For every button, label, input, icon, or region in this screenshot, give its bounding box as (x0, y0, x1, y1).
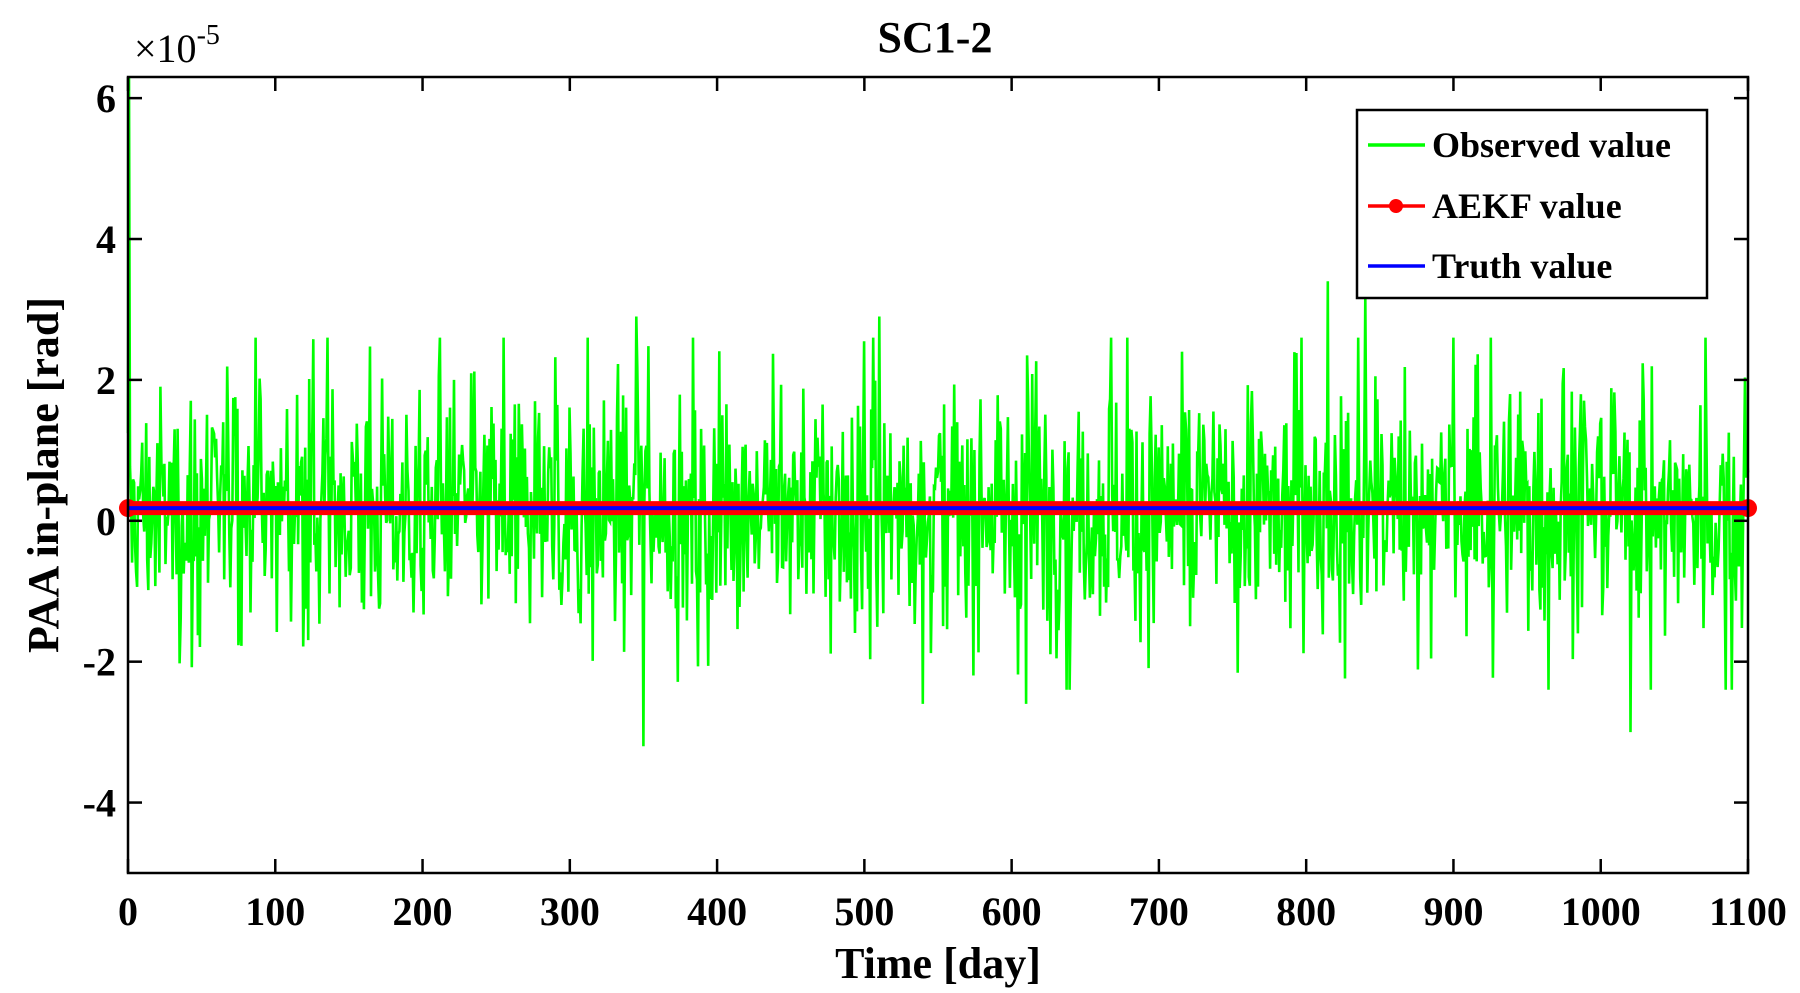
y-tick-label: -2 (83, 640, 116, 685)
x-tick-label: 700 (1129, 889, 1189, 934)
x-tick-label: 900 (1423, 889, 1483, 934)
y-exponent: ×10-5 (134, 20, 220, 71)
x-tick-label: 0 (118, 889, 138, 934)
legend-label-observed: Observed value (1432, 125, 1671, 165)
legend: Observed value AEKF value Truth value (1355, 108, 1709, 300)
x-axis: 0 100 200 300 400 500 600 700 800 900 1000 1100 (118, 77, 1787, 934)
observed-value-line (126, 76, 1750, 747)
y-tick-label: -4 (83, 781, 116, 826)
y-tick-label: 0 (96, 499, 116, 544)
x-tick-label: 1100 (1709, 889, 1787, 934)
x-tick-label: 400 (687, 889, 747, 934)
y-tick-label: 2 (96, 358, 116, 403)
y-exponent-prefix: ×10 (134, 26, 197, 71)
x-tick-label: 500 (834, 889, 894, 934)
y-exponent-power: -5 (197, 20, 220, 51)
x-tick-label: 1000 (1561, 889, 1641, 934)
chart-title: SC1-2 (878, 13, 993, 62)
legend-label-truth: Truth value (1432, 246, 1612, 286)
plot-area (119, 76, 1757, 747)
x-tick-label: 300 (540, 889, 600, 934)
y-tick-label: 6 (96, 76, 116, 121)
axes-box (126, 75, 1750, 875)
x-tick-label: 100 (245, 889, 305, 934)
y-axis: -4 -2 0 2 4 6 (83, 76, 1748, 826)
x-tick-label: 200 (393, 889, 453, 934)
x-tick-label: 600 (982, 889, 1042, 934)
series-observed-line (126, 76, 1750, 747)
legend-marker-aekf (1389, 199, 1403, 213)
y-tick-label: 4 (96, 217, 116, 262)
y-axis-label: PAA in-plane [rad] (19, 297, 68, 653)
legend-label-aekf: AEKF value (1432, 186, 1622, 226)
x-tick-label: 800 (1276, 889, 1336, 934)
x-axis-label: Time [day] (835, 939, 1041, 988)
